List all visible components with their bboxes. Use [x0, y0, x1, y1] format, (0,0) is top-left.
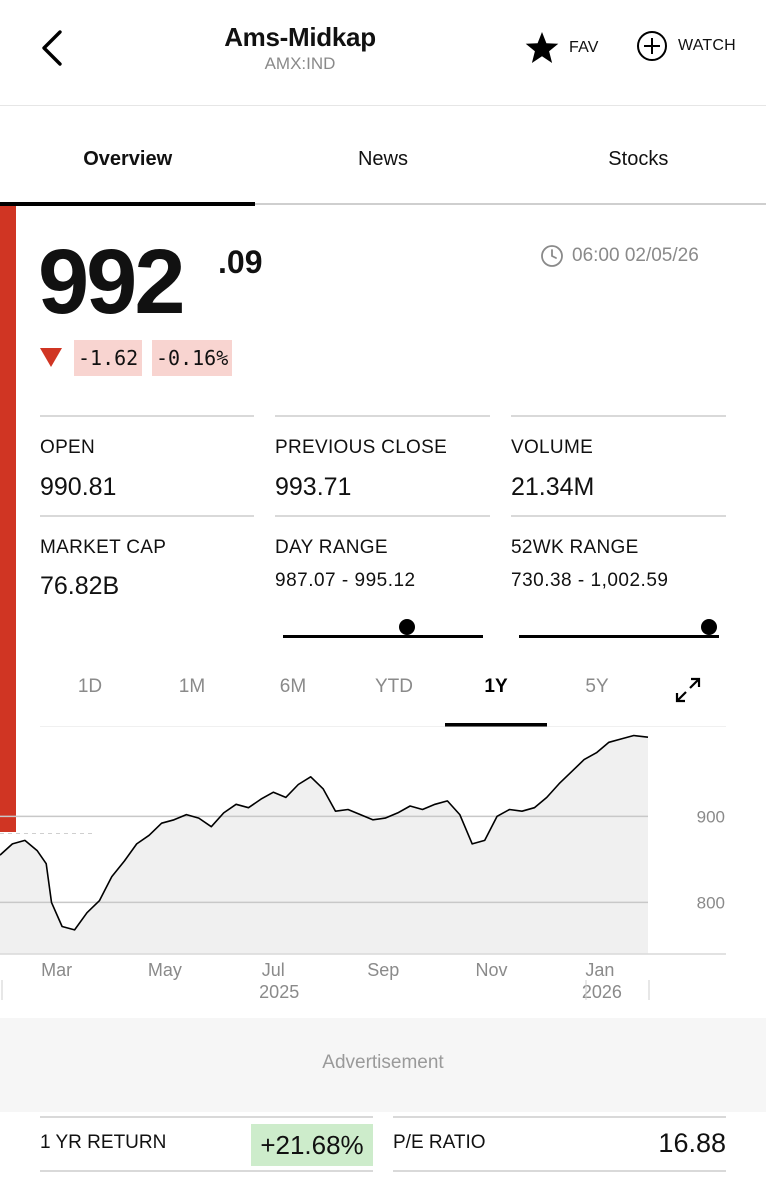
volume-label: VOLUME — [511, 437, 594, 458]
down-arrow-icon — [40, 348, 62, 367]
open-label: OPEN — [40, 437, 96, 458]
open-value: 990.81 — [40, 473, 117, 501]
tab-stocks[interactable]: Stocks — [608, 148, 669, 170]
clock-icon — [541, 245, 563, 267]
fav-label: FAV — [569, 39, 599, 56]
fav-button[interactable]: FAV — [524, 30, 599, 66]
tab-bar: Overview News Stocks — [0, 106, 766, 206]
pe-ratio-label: P/E RATIO — [393, 1132, 486, 1153]
change-value: -1.62 — [74, 340, 143, 376]
stat-divider — [40, 515, 254, 517]
x-tick-label: Sep — [367, 960, 399, 980]
watch-label: WATCH — [678, 37, 736, 54]
tab-overview[interactable]: Overview — [83, 148, 173, 170]
x-year-label: 2025 — [259, 982, 299, 1002]
y-tick-label: 900 — [697, 807, 725, 826]
range-1d[interactable]: 1D — [77, 676, 103, 697]
stat-divider — [393, 1170, 726, 1172]
tab-divider — [0, 203, 766, 205]
range-5y[interactable]: 5Y — [585, 676, 609, 697]
x-tick-label: May — [148, 960, 182, 980]
x-tick-label: Mar — [41, 960, 72, 980]
day-range-marker — [399, 619, 415, 635]
wk52-range-marker — [701, 619, 717, 635]
star-icon — [525, 32, 559, 63]
wk52-range-value: 730.38 - 1,002.59 — [511, 570, 669, 591]
expand-icon — [675, 677, 701, 703]
wk52-range-bar — [519, 635, 719, 638]
x-year-label: 2026 — [582, 982, 622, 1002]
previous-close-label: PREVIOUS CLOSE — [275, 437, 448, 458]
previous-close-value: 993.71 — [275, 473, 352, 501]
price-line — [0, 734, 649, 931]
ticker-symbol: AMX:IND — [264, 54, 336, 73]
x-tick-label: Jan — [585, 960, 614, 980]
stat-divider — [275, 515, 490, 517]
price-cents: .09 — [218, 244, 263, 280]
advertisement-area — [0, 1018, 766, 1112]
volume-value: 21.34M — [511, 473, 595, 501]
timestamp-text: 06:00 02/05/26 — [572, 245, 699, 266]
wk52-range-label: 52WK RANGE — [511, 537, 639, 558]
tab-active-indicator — [0, 202, 255, 206]
yr-return-value: +21.68% — [251, 1124, 373, 1166]
range-6m[interactable]: 6M — [279, 676, 307, 697]
range-1m[interactable]: 1M — [178, 676, 206, 697]
price-integer: 992 — [38, 231, 185, 333]
x-tick-label: Nov — [476, 960, 508, 980]
market-cap-label: MARKET CAP — [40, 537, 167, 558]
chevron-left-icon — [42, 30, 62, 66]
day-range-label: DAY RANGE — [275, 537, 388, 558]
tab-news[interactable]: News — [357, 148, 408, 170]
day-range-value: 987.07 - 995.12 — [275, 570, 416, 591]
pe-ratio-value: 16.88 — [658, 1128, 726, 1158]
advertisement-label: Advertisement — [322, 1052, 444, 1073]
plus-circle-icon — [637, 31, 667, 61]
stat-divider — [275, 415, 490, 417]
x-tick-label: Jul — [262, 960, 285, 980]
back-button[interactable] — [32, 26, 76, 70]
yr-return-label: 1 YR RETURN — [40, 1132, 167, 1153]
expand-chart-button[interactable] — [672, 674, 704, 706]
stat-divider — [40, 415, 254, 417]
stat-divider — [393, 1116, 726, 1118]
header-bar: Ams-Midkap AMX:IND FAV WATCH — [0, 0, 766, 106]
y-tick-label: 800 — [697, 893, 725, 912]
change-percent: -0.16% — [152, 340, 233, 376]
stat-divider — [511, 415, 726, 417]
page-title: Ams-Midkap — [224, 22, 376, 52]
market-cap-value: 76.82B — [40, 572, 120, 600]
stat-divider — [40, 1170, 373, 1172]
price-chart[interactable]: 900 800 Mar May Jul Sep Nov Jan 2025 2026 — [0, 726, 766, 1006]
range-active-indicator — [445, 723, 547, 727]
range-1y[interactable]: 1Y — [484, 676, 508, 697]
quote-timestamp: 06:00 02/05/26 — [540, 244, 699, 268]
stat-divider — [511, 515, 726, 517]
down-accent-bar — [0, 206, 16, 832]
range-ytd[interactable]: YTD — [375, 676, 413, 697]
chart-area — [0, 735, 648, 954]
day-range-bar — [283, 635, 483, 638]
stat-divider — [40, 1116, 373, 1118]
watch-button[interactable]: WATCH — [636, 30, 736, 62]
